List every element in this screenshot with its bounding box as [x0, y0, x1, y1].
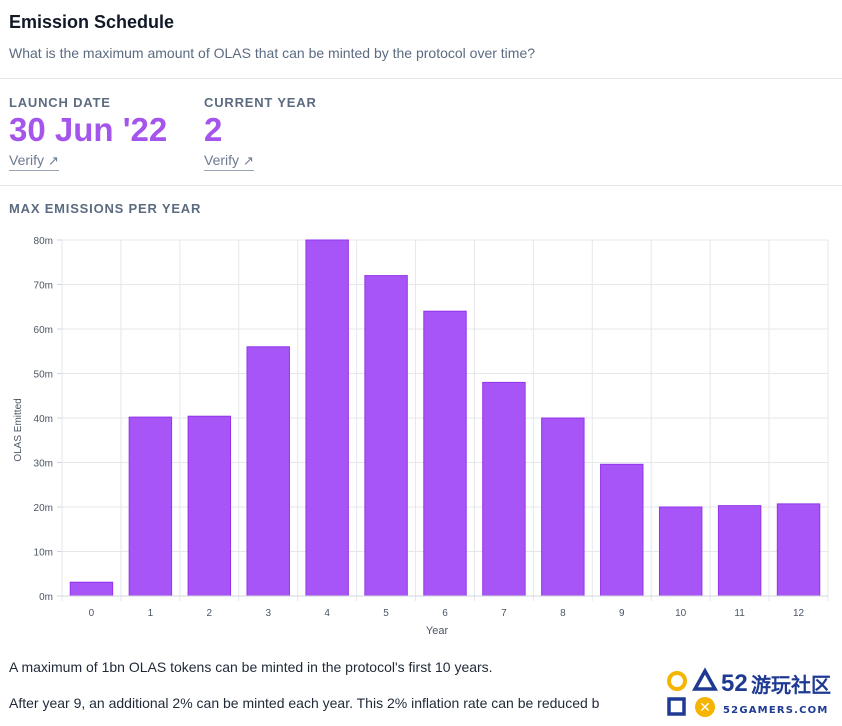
page-title: Emission Schedule — [9, 12, 175, 32]
bar-year-7 — [482, 381, 526, 597]
bar-year-3 — [246, 346, 290, 597]
bar-year-6 — [423, 310, 467, 597]
y-axis-label: OLAS Emitted — [13, 398, 24, 461]
y-tick-label: 40m — [34, 414, 53, 425]
watermark-number: 52 — [721, 670, 748, 697]
verify-link-current-year[interactable]: Verify ↗ — [204, 152, 254, 171]
bar-year-0 — [69, 581, 114, 597]
x-tick-label: 6 — [442, 608, 448, 619]
watermark-circle-icon — [667, 671, 687, 691]
watermark-site: 52GAMERS.COM — [723, 705, 829, 716]
x-tick-label: 0 — [89, 608, 95, 619]
verify-link-label: Verify — [9, 152, 45, 168]
x-tick-label: 4 — [324, 608, 330, 619]
y-tick-label: 20m — [34, 503, 53, 514]
x-tick-label: 12 — [793, 608, 805, 619]
bar-year-9 — [600, 463, 644, 597]
y-tick-label: 30m — [34, 459, 53, 470]
section-label-max-emissions: MAX EMISSIONS PER YEAR — [9, 201, 202, 216]
y-tick-label: 70m — [34, 281, 53, 292]
y-tick-label: 60m — [34, 325, 53, 336]
x-tick-label: 10 — [675, 608, 687, 619]
x-tick-label: 8 — [560, 608, 566, 619]
verify-link-label: Verify — [204, 152, 240, 168]
external-link-icon: ↗ — [48, 153, 59, 168]
bar-year-8 — [541, 417, 585, 597]
y-tick-label: 50m — [34, 370, 53, 381]
paragraph-inflation: After year 9, an additional 2% can be mi… — [9, 695, 600, 711]
page-subtitle: What is the maximum amount of OLAS that … — [9, 45, 536, 61]
stat-value-launch-date: 30 Jun '22 — [9, 111, 168, 148]
bar-year-12 — [776, 503, 821, 597]
y-tick-label: 80m — [34, 236, 53, 247]
x-tick-label: 9 — [619, 608, 625, 619]
stat-launch-date: LAUNCH DATE 30 Jun '22 Verify ↗ — [9, 95, 167, 171]
x-tick-label: 5 — [383, 608, 389, 619]
stat-current-year: CURRENT YEAR 2 Verify ↗ — [204, 95, 317, 171]
stat-value-current-year: 2 — [204, 111, 223, 148]
bar-year-2 — [187, 415, 232, 597]
divider-top — [0, 78, 842, 79]
y-tick-label: 10m — [34, 548, 53, 559]
y-tick-label: 0m — [39, 592, 53, 603]
bar-year-4 — [305, 239, 349, 597]
paragraph-max-supply: A maximum of 1bn OLAS tokens can be mint… — [9, 659, 493, 675]
watermark-logo: ✕ 52 游玩社区 52GAMERS.COM — [665, 665, 842, 723]
watermark-cross-icon: ✕ — [699, 700, 711, 716]
x-tick-label: 7 — [501, 608, 507, 619]
bar-year-11 — [717, 505, 762, 597]
watermark-triangle-icon — [692, 667, 718, 691]
x-tick-label: 3 — [265, 608, 271, 619]
divider-middle — [0, 185, 842, 186]
x-tick-label: 2 — [207, 608, 213, 619]
verify-link-launch-date[interactable]: Verify ↗ — [9, 152, 59, 171]
external-link-icon: ↗ — [243, 153, 254, 168]
watermark-cn: 游玩社区 — [751, 673, 831, 697]
bar-year-5 — [364, 275, 408, 597]
stat-label-current-year: CURRENT YEAR — [204, 95, 317, 110]
x-tick-label: 11 — [734, 608, 745, 619]
bar-year-10 — [658, 506, 703, 597]
x-tick-label: 1 — [148, 608, 154, 619]
stat-label-launch-date: LAUNCH DATE — [9, 95, 111, 110]
x-axis-label: Year — [426, 625, 449, 637]
bar-year-1 — [128, 416, 173, 597]
watermark-square-icon — [667, 697, 686, 716]
